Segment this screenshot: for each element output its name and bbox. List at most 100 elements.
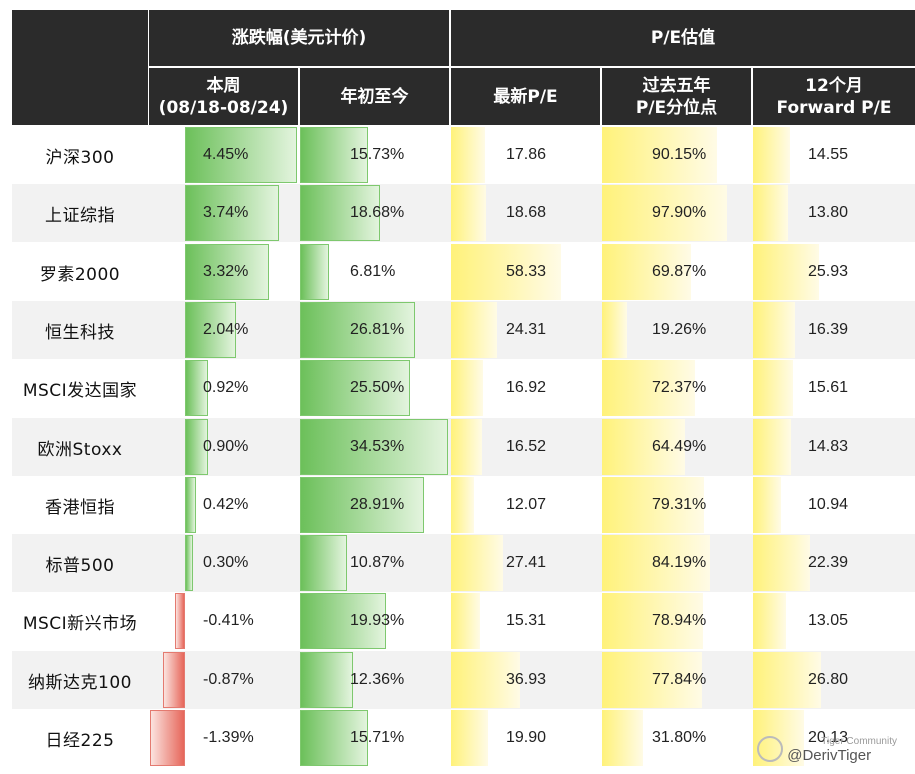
- header-latest-pe-label: 最新P/E: [493, 86, 558, 107]
- pe-value: 19.90: [506, 729, 547, 746]
- header-ytd: 年初至今: [300, 68, 449, 125]
- header-group-pe-label: P/E估值: [650, 28, 716, 48]
- ytd-bar: [300, 535, 347, 591]
- row-label: 日经225: [45, 730, 115, 751]
- row-label: MSCI发达国家: [22, 380, 138, 401]
- ytd-value: 18.68%: [350, 204, 405, 221]
- fwd-bar: [753, 127, 791, 183]
- pe-value: 27.41: [506, 554, 547, 571]
- pe-value: 15.31: [506, 612, 547, 629]
- week-bar: [174, 593, 185, 649]
- row-label: MSCI新兴市场: [22, 613, 138, 634]
- week-bar: [185, 244, 269, 300]
- header-group-pe: P/E估值: [451, 10, 915, 66]
- header-percentile-line1: 过去五年: [642, 75, 711, 96]
- week-value: 0.42%: [203, 496, 249, 513]
- week-value: 3.74%: [203, 204, 249, 221]
- pe-bar: [451, 593, 480, 649]
- pct-bar: [602, 244, 692, 300]
- pct-value: 31.80%: [652, 729, 707, 746]
- week-bar: [185, 419, 208, 475]
- pct-value: 72.37%: [652, 379, 707, 396]
- row-label: 沪深300: [45, 147, 115, 168]
- tiger-logo-icon: [757, 736, 784, 762]
- fwd-bar: [753, 302, 795, 358]
- pe-bar: [451, 127, 485, 183]
- ytd-bar: [300, 185, 381, 241]
- ytd-bar: [300, 127, 368, 183]
- pe-bar: [451, 185, 487, 241]
- row-label: 欧洲Stoxx: [37, 439, 123, 460]
- pe-bar: [451, 360, 483, 416]
- row-label: 上证综指: [45, 205, 115, 226]
- header-week-line2: (08/18-08/24): [158, 97, 289, 118]
- header-group-change-label: 涨跌幅(美元计价): [231, 28, 367, 48]
- pe-bar: [451, 244, 561, 300]
- header-percentile: 过去五年 P/E分位点: [602, 68, 751, 125]
- pe-value: 16.52: [506, 438, 547, 455]
- fwd-bar: [753, 652, 822, 708]
- pct-bar: [602, 419, 685, 475]
- fwd-value: 16.39: [808, 321, 849, 338]
- week-value: 2.04%: [203, 321, 249, 338]
- fwd-value: 13.80: [808, 204, 849, 221]
- pe-bar: [451, 710, 489, 766]
- week-bar: [185, 477, 196, 533]
- header-latest-pe: 最新P/E: [451, 68, 600, 125]
- week-value: -1.39%: [203, 729, 254, 746]
- row-label: 罗素2000: [39, 264, 121, 285]
- watermark-handle: @DerivTiger: [787, 747, 872, 764]
- fwd-bar: [753, 244, 820, 300]
- ytd-value: 6.81%: [350, 263, 396, 280]
- fwd-value: 25.93: [808, 263, 849, 280]
- pct-value: 84.19%: [652, 554, 707, 571]
- ytd-bar: [300, 360, 410, 416]
- ytd-value: 25.50%: [350, 379, 405, 396]
- ytd-value: 26.81%: [350, 321, 405, 338]
- pct-value: 78.94%: [652, 612, 707, 629]
- ytd-bar: [300, 652, 354, 708]
- fwd-value: 26.80: [808, 671, 849, 688]
- pct-value: 69.87%: [652, 263, 707, 280]
- ytd-bar: [300, 244, 330, 300]
- pct-value: 90.15%: [652, 146, 707, 163]
- fwd-bar: [753, 477, 781, 533]
- pct-value: 64.49%: [652, 438, 707, 455]
- week-bar: [149, 710, 185, 766]
- pct-bar: [602, 535, 710, 591]
- ytd-bar: [300, 593, 386, 649]
- pe-bar: [451, 419, 483, 475]
- ytd-value: 12.36%: [350, 671, 405, 688]
- fwd-value: 20.13: [808, 729, 849, 746]
- pct-value: 79.31%: [652, 496, 707, 513]
- pct-bar: [602, 127, 718, 183]
- pe-value: 12.07: [506, 496, 547, 513]
- header-group-change: 涨跌幅(美元计价): [149, 10, 449, 66]
- ytd-value: 28.91%: [350, 496, 405, 513]
- ytd-value: 34.53%: [350, 438, 405, 455]
- ytd-bar: [300, 710, 368, 766]
- header-week-line1: 本周: [206, 75, 241, 96]
- pct-value: 19.26%: [652, 321, 707, 338]
- week-value: -0.41%: [203, 612, 254, 629]
- week-bar: [185, 185, 280, 241]
- row-label: 恒生科技: [45, 322, 115, 343]
- ytd-value: 10.87%: [350, 554, 405, 571]
- ytd-value: 19.93%: [350, 612, 405, 629]
- pct-bar: [602, 710, 643, 766]
- fwd-value: 14.55: [808, 146, 849, 163]
- watermark: Tiger Community @DerivTiger: [757, 736, 897, 764]
- header-forward-pe-line1: 12个月: [805, 75, 863, 96]
- ytd-value: 15.73%: [350, 146, 405, 163]
- header-week: 本周 (08/18-08/24): [149, 68, 298, 125]
- ytd-value: 15.71%: [350, 729, 405, 746]
- fwd-bar: [753, 593, 787, 649]
- pe-value: 24.31: [506, 321, 547, 338]
- week-bar: [185, 535, 193, 591]
- week-value: 0.92%: [203, 379, 249, 396]
- week-value: 0.30%: [203, 554, 249, 571]
- pct-bar: [602, 185, 728, 241]
- week-bar: [185, 127, 298, 183]
- row-label: 香港恒指: [45, 497, 115, 518]
